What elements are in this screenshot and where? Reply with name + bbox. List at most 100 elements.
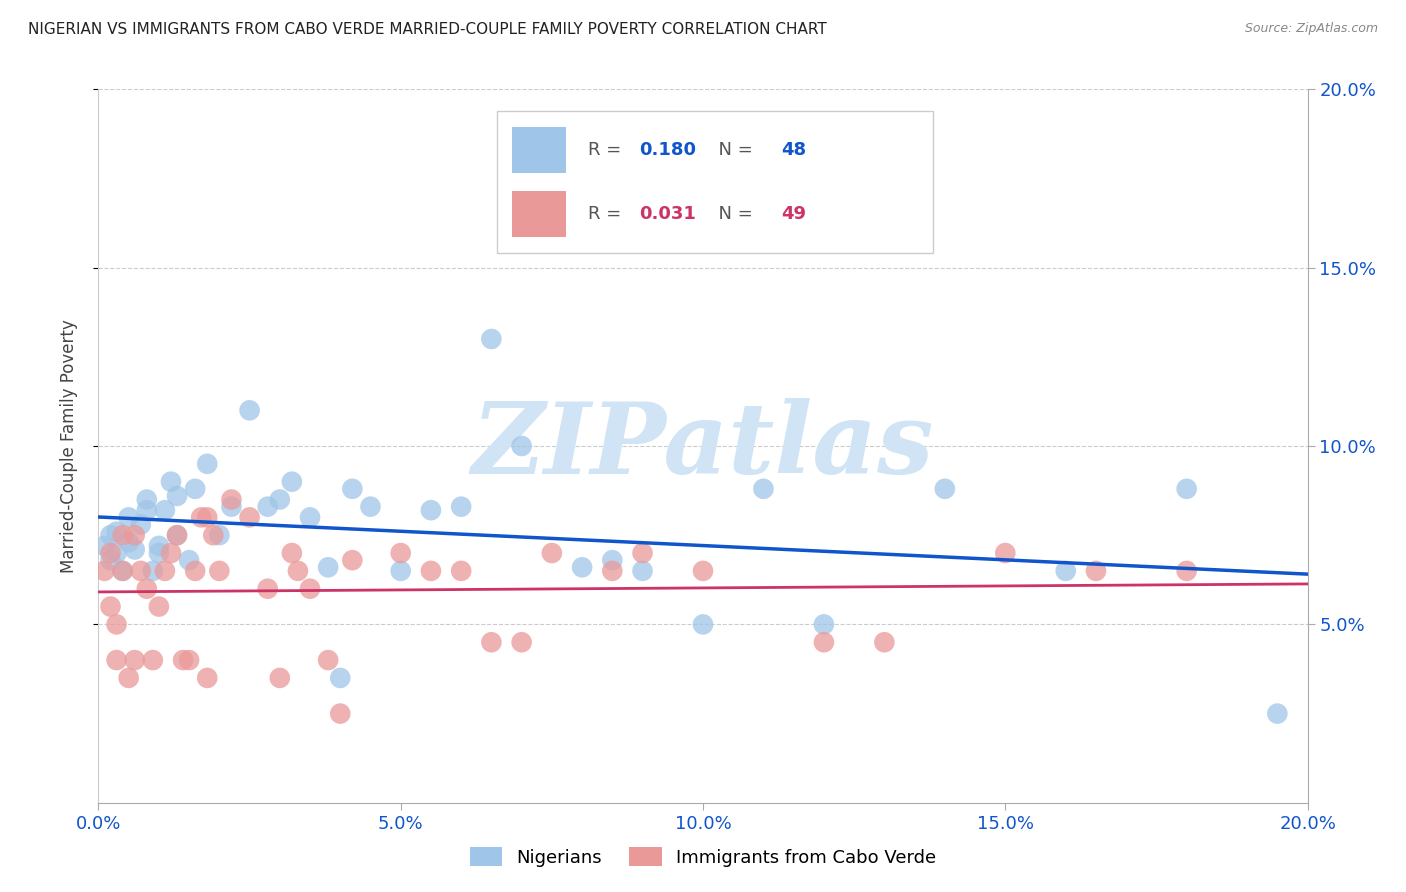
Point <box>195 457 218 471</box>
Point <box>994 546 1017 560</box>
Point <box>142 653 165 667</box>
Point <box>269 492 291 507</box>
Point <box>221 500 243 514</box>
Point <box>239 403 262 417</box>
Point <box>100 528 122 542</box>
Point <box>510 439 533 453</box>
Point <box>1085 564 1108 578</box>
Text: R =: R = <box>588 205 627 223</box>
Point <box>510 635 533 649</box>
Point <box>481 635 503 649</box>
Point <box>202 528 225 542</box>
Point <box>221 492 243 507</box>
Point <box>299 510 322 524</box>
Point <box>316 560 339 574</box>
Point <box>420 564 443 578</box>
Text: 49: 49 <box>782 205 807 223</box>
Point <box>208 528 231 542</box>
Point <box>148 539 170 553</box>
Point <box>631 546 654 560</box>
Point <box>239 510 262 524</box>
Point <box>1054 564 1077 578</box>
Point <box>281 546 304 560</box>
Point <box>420 503 443 517</box>
Point <box>602 564 624 578</box>
Point <box>105 546 128 560</box>
Point <box>299 582 322 596</box>
Point <box>287 564 309 578</box>
Point <box>105 653 128 667</box>
Text: N =: N = <box>707 141 758 159</box>
Point <box>129 564 152 578</box>
Point <box>540 546 562 560</box>
Point <box>184 564 207 578</box>
Point <box>160 475 183 489</box>
Point <box>184 482 207 496</box>
Point <box>135 582 157 596</box>
Text: R =: R = <box>588 141 627 159</box>
Point <box>208 564 231 578</box>
Point <box>172 653 194 667</box>
Point <box>329 706 352 721</box>
FancyBboxPatch shape <box>512 127 567 173</box>
Point <box>153 503 176 517</box>
Point <box>813 617 835 632</box>
Point <box>111 528 134 542</box>
Point <box>111 564 134 578</box>
Point <box>360 500 382 514</box>
Point <box>100 553 122 567</box>
Point <box>813 635 835 649</box>
Point <box>195 671 218 685</box>
Text: 0.180: 0.180 <box>638 141 696 159</box>
Point <box>342 482 364 496</box>
Point <box>389 564 412 578</box>
Point <box>135 503 157 517</box>
Point <box>1175 482 1198 496</box>
Point <box>129 517 152 532</box>
FancyBboxPatch shape <box>498 111 932 253</box>
Point <box>124 542 146 557</box>
Point <box>111 564 134 578</box>
Point <box>631 564 654 578</box>
Point <box>450 564 472 578</box>
Point <box>118 671 141 685</box>
Point <box>93 539 115 553</box>
Point <box>316 653 339 667</box>
Point <box>934 482 956 496</box>
Text: ZIPatlas: ZIPatlas <box>472 398 934 494</box>
Text: N =: N = <box>707 205 758 223</box>
Point <box>692 564 714 578</box>
Point <box>692 617 714 632</box>
Point <box>148 546 170 560</box>
Point <box>1175 564 1198 578</box>
Point <box>166 489 188 503</box>
Point <box>166 528 188 542</box>
Point <box>135 492 157 507</box>
FancyBboxPatch shape <box>512 191 567 237</box>
Point <box>148 599 170 614</box>
Point <box>166 528 188 542</box>
Legend: Nigerians, Immigrants from Cabo Verde: Nigerians, Immigrants from Cabo Verde <box>463 840 943 874</box>
Point <box>602 553 624 567</box>
Text: 48: 48 <box>782 141 807 159</box>
Point <box>124 528 146 542</box>
Point <box>481 332 503 346</box>
Point <box>571 560 593 574</box>
Text: NIGERIAN VS IMMIGRANTS FROM CABO VERDE MARRIED-COUPLE FAMILY POVERTY CORRELATION: NIGERIAN VS IMMIGRANTS FROM CABO VERDE M… <box>28 22 827 37</box>
Point <box>118 535 141 549</box>
Text: Source: ZipAtlas.com: Source: ZipAtlas.com <box>1244 22 1378 36</box>
Point <box>752 482 775 496</box>
Point <box>1267 706 1289 721</box>
Point <box>256 582 278 596</box>
Point <box>153 564 176 578</box>
Point <box>281 475 304 489</box>
Point <box>873 635 896 649</box>
Point <box>142 564 165 578</box>
Point <box>342 553 364 567</box>
Point <box>118 510 141 524</box>
Point <box>190 510 212 524</box>
Point <box>105 524 128 539</box>
Point <box>450 500 472 514</box>
Point <box>124 653 146 667</box>
Point <box>105 617 128 632</box>
